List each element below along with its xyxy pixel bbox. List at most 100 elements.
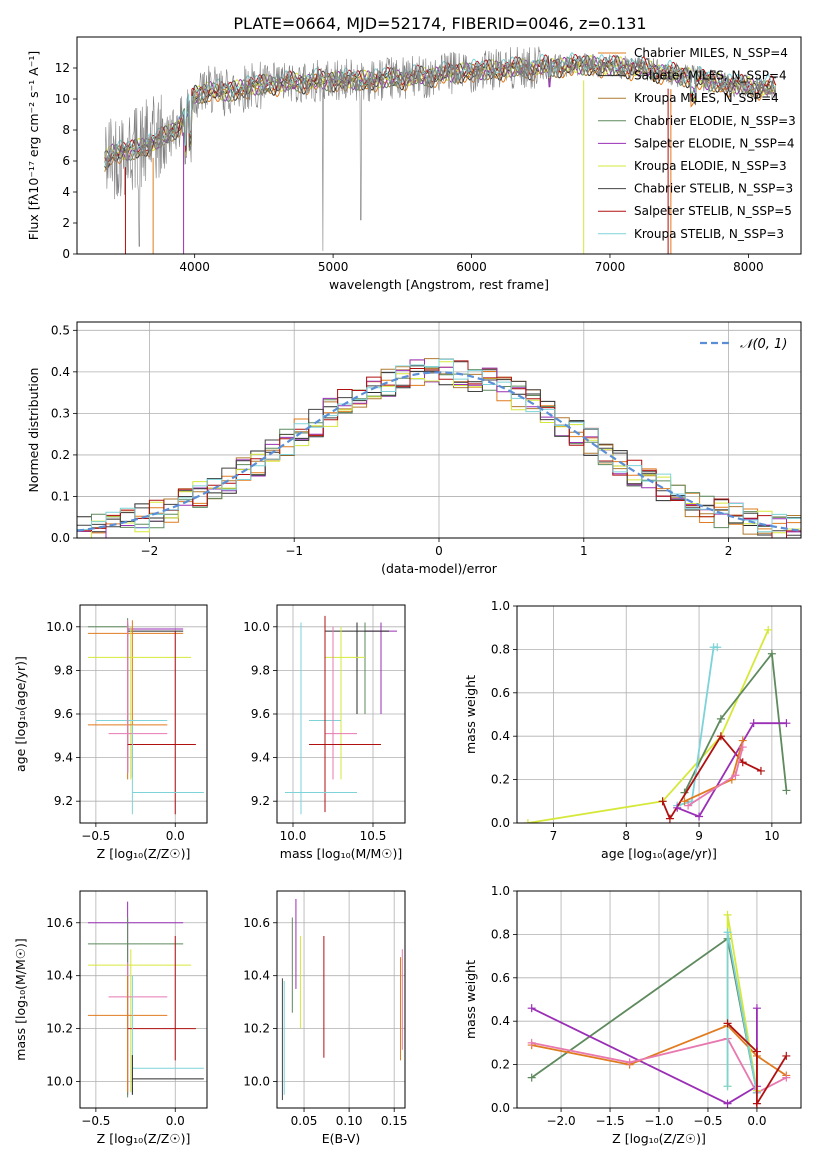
y-tick-label: 6 bbox=[62, 154, 70, 168]
mass-weight-line bbox=[726, 1022, 788, 1107]
age-vs-mass-panel: 10.0 10.5 9.2 9.4 9.6 9.8 10.0 mass [log₁₀(M/M☉… bbox=[243, 604, 406, 861]
legend-label: Kroupa ELODIE, N_SSP=3 bbox=[634, 159, 787, 173]
x-tick-label: 6000 bbox=[456, 260, 487, 274]
x-tick-label: −1 bbox=[285, 544, 303, 558]
x-tick-label: −2.0 bbox=[546, 1114, 575, 1128]
spectrum-legend: Chabrier MILES, N_SSP=4 Salpeter MILES, N… bbox=[598, 46, 796, 241]
x-axis-label: Z [log₁₀(Z/Z☉)] bbox=[612, 1131, 706, 1146]
y-tick-label: 0 bbox=[62, 247, 70, 261]
y-tick-label: 10.6 bbox=[243, 916, 270, 930]
x-tick-label: 1 bbox=[580, 544, 588, 558]
y-tick-label: 0.8 bbox=[491, 642, 510, 656]
mass-weight-marker bbox=[716, 732, 725, 741]
mass-weight-marker bbox=[752, 1047, 761, 1056]
mass-weight-marker bbox=[782, 1073, 791, 1082]
y-tick-label: 12 bbox=[55, 61, 70, 75]
mass-weight-marker bbox=[684, 801, 693, 810]
y-tick-label: 0.2 bbox=[51, 448, 70, 462]
x-tick-label: 5000 bbox=[318, 260, 349, 274]
x-tick-label: 0.0 bbox=[166, 829, 185, 843]
mass-weight-marker bbox=[782, 1051, 791, 1060]
plot-area bbox=[87, 618, 204, 815]
axes-frame bbox=[76, 36, 802, 255]
spectrum-panel: 4000 5000 6000 7000 8000 0 2 4 6 8 10 12 wavelength … bbox=[26, 36, 802, 292]
mass-weight-vs-metallicity-panel: −2.0 −1.5 −1.0 −0.5 0.0 0.0 0.2 0.4 0.6 0.8 1.0 Z [… bbox=[463, 884, 802, 1146]
x-tick-label: 8 bbox=[622, 829, 630, 843]
x-axis-label: (data-model)/error bbox=[381, 561, 498, 576]
mass-weight-marker bbox=[738, 743, 747, 752]
x-axis-label: E(B-V) bbox=[322, 1131, 361, 1146]
y-tick-label: 0.0 bbox=[491, 1101, 510, 1115]
y-tick-label: 10 bbox=[55, 92, 70, 106]
y-tick-label: 0.6 bbox=[491, 971, 510, 985]
axes-frame bbox=[516, 605, 802, 824]
y-tick-label: 0.2 bbox=[491, 773, 510, 787]
legend-label: Salpeter ELODIE, N_SSP=4 bbox=[634, 136, 795, 150]
plot-area bbox=[527, 910, 791, 1108]
y-tick-label: 0.4 bbox=[491, 729, 510, 743]
x-tick-label: 9 bbox=[695, 829, 703, 843]
y-tick-label: 9.6 bbox=[251, 707, 270, 721]
y-tick-label: 0.3 bbox=[51, 406, 70, 420]
mass-weight-marker bbox=[723, 1099, 732, 1108]
y-tick-label: 10.0 bbox=[46, 1075, 73, 1089]
x-tick-label: 10.5 bbox=[360, 829, 387, 843]
y-axis-label: mass [log₁₀(M/M☉)] bbox=[13, 938, 28, 1060]
x-axis-label: Z [log₁₀(Z/Z☉)] bbox=[97, 1131, 191, 1146]
mass-weight-marker bbox=[673, 803, 682, 812]
x-tick-label: −1.5 bbox=[595, 1114, 624, 1128]
residual-histogram-panel: −2 −1 0 1 2 0.0 0.1 0.2 0.3 0.4 0.5 (data-model)/er… bbox=[26, 321, 802, 576]
x-tick-label: 0.10 bbox=[336, 1114, 363, 1128]
y-axis-label: Flux [fλ10⁻¹⁷ erg cm⁻² s⁻¹ A⁻¹] bbox=[26, 51, 41, 240]
x-axis-label: age [log₁₀(age/yr)] bbox=[601, 846, 717, 861]
legend-label: Salpeter STELIB, N_SSP=5 bbox=[634, 204, 792, 218]
mass-weight-line bbox=[531, 1007, 758, 1105]
y-tick-label: 0.4 bbox=[51, 365, 70, 379]
plot-area bbox=[281, 898, 403, 1101]
mass-weight-marker bbox=[767, 649, 776, 658]
normal-distribution-curve bbox=[77, 371, 801, 532]
y-axis-label: mass weight bbox=[463, 960, 478, 1039]
x-tick-label: −2 bbox=[141, 544, 159, 558]
y-tick-label: 0.8 bbox=[491, 927, 510, 941]
y-axis-label: age [log₁₀(age/yr)] bbox=[13, 656, 28, 772]
y-tick-label: 10.4 bbox=[243, 969, 270, 983]
mass-weight-marker bbox=[523, 819, 532, 823]
mass-weight-marker bbox=[752, 1099, 761, 1108]
legend-label: Salpeter MILES, N_SSP=4 bbox=[634, 69, 787, 83]
mass-weight-marker bbox=[695, 812, 704, 821]
x-axis-label: mass [log₁₀(M/M☉)] bbox=[280, 846, 402, 861]
mass-weight-marker bbox=[782, 719, 791, 728]
x-tick-label: 10.0 bbox=[280, 829, 307, 843]
x-tick-label: 0.0 bbox=[747, 1114, 766, 1128]
plot-area bbox=[104, 46, 777, 254]
mass-weight-marker bbox=[527, 1038, 536, 1047]
mass-weight-marker bbox=[723, 928, 732, 937]
mass-weight-marker bbox=[625, 1058, 634, 1067]
mass-weight-marker bbox=[723, 1019, 732, 1028]
axes-frame bbox=[516, 890, 802, 1109]
y-axis-label: mass weight bbox=[463, 675, 478, 754]
x-tick-label: 0.0 bbox=[166, 1114, 185, 1128]
mass-weight-marker bbox=[756, 766, 765, 775]
axes-frame bbox=[79, 604, 208, 824]
y-tick-label: 10.0 bbox=[243, 620, 270, 634]
mass-weight-vs-age-panel: 7 8 9 10 0.0 0.2 0.4 0.6 0.8 1.0 age [log₁₀(age/yr… bbox=[463, 599, 802, 861]
mass-weight-line bbox=[527, 629, 770, 823]
y-tick-label: 0.0 bbox=[51, 531, 70, 545]
observed-spectrum-line bbox=[104, 46, 777, 251]
mass-vs-metallicity-panel: −0.5 0.0 10.0 10.2 10.4 10.6 Z [log₁₀(Z/Z☉)] ma… bbox=[13, 890, 208, 1146]
mass-weight-marker bbox=[731, 771, 740, 780]
y-tick-label: 1.0 bbox=[491, 884, 510, 898]
mass-weight-marker bbox=[665, 814, 674, 823]
figure-title: PLATE=0664, MJD=52174, FIBERID=0046, z=0… bbox=[233, 14, 646, 33]
y-tick-label: 2 bbox=[62, 216, 70, 230]
mass-weight-marker bbox=[527, 1004, 536, 1013]
legend-label: Chabrier ELODIE, N_SSP=3 bbox=[634, 114, 796, 128]
y-tick-label: 10.2 bbox=[46, 1022, 73, 1036]
mass-vs-ebv-panel: 0.05 0.10 0.15 10.0 10.2 10.4 10.6 E(B-V) bbox=[243, 890, 408, 1146]
x-tick-label: 10 bbox=[764, 829, 779, 843]
y-tick-label: 9.4 bbox=[54, 751, 73, 765]
mass-weight-marker bbox=[723, 1082, 732, 1091]
